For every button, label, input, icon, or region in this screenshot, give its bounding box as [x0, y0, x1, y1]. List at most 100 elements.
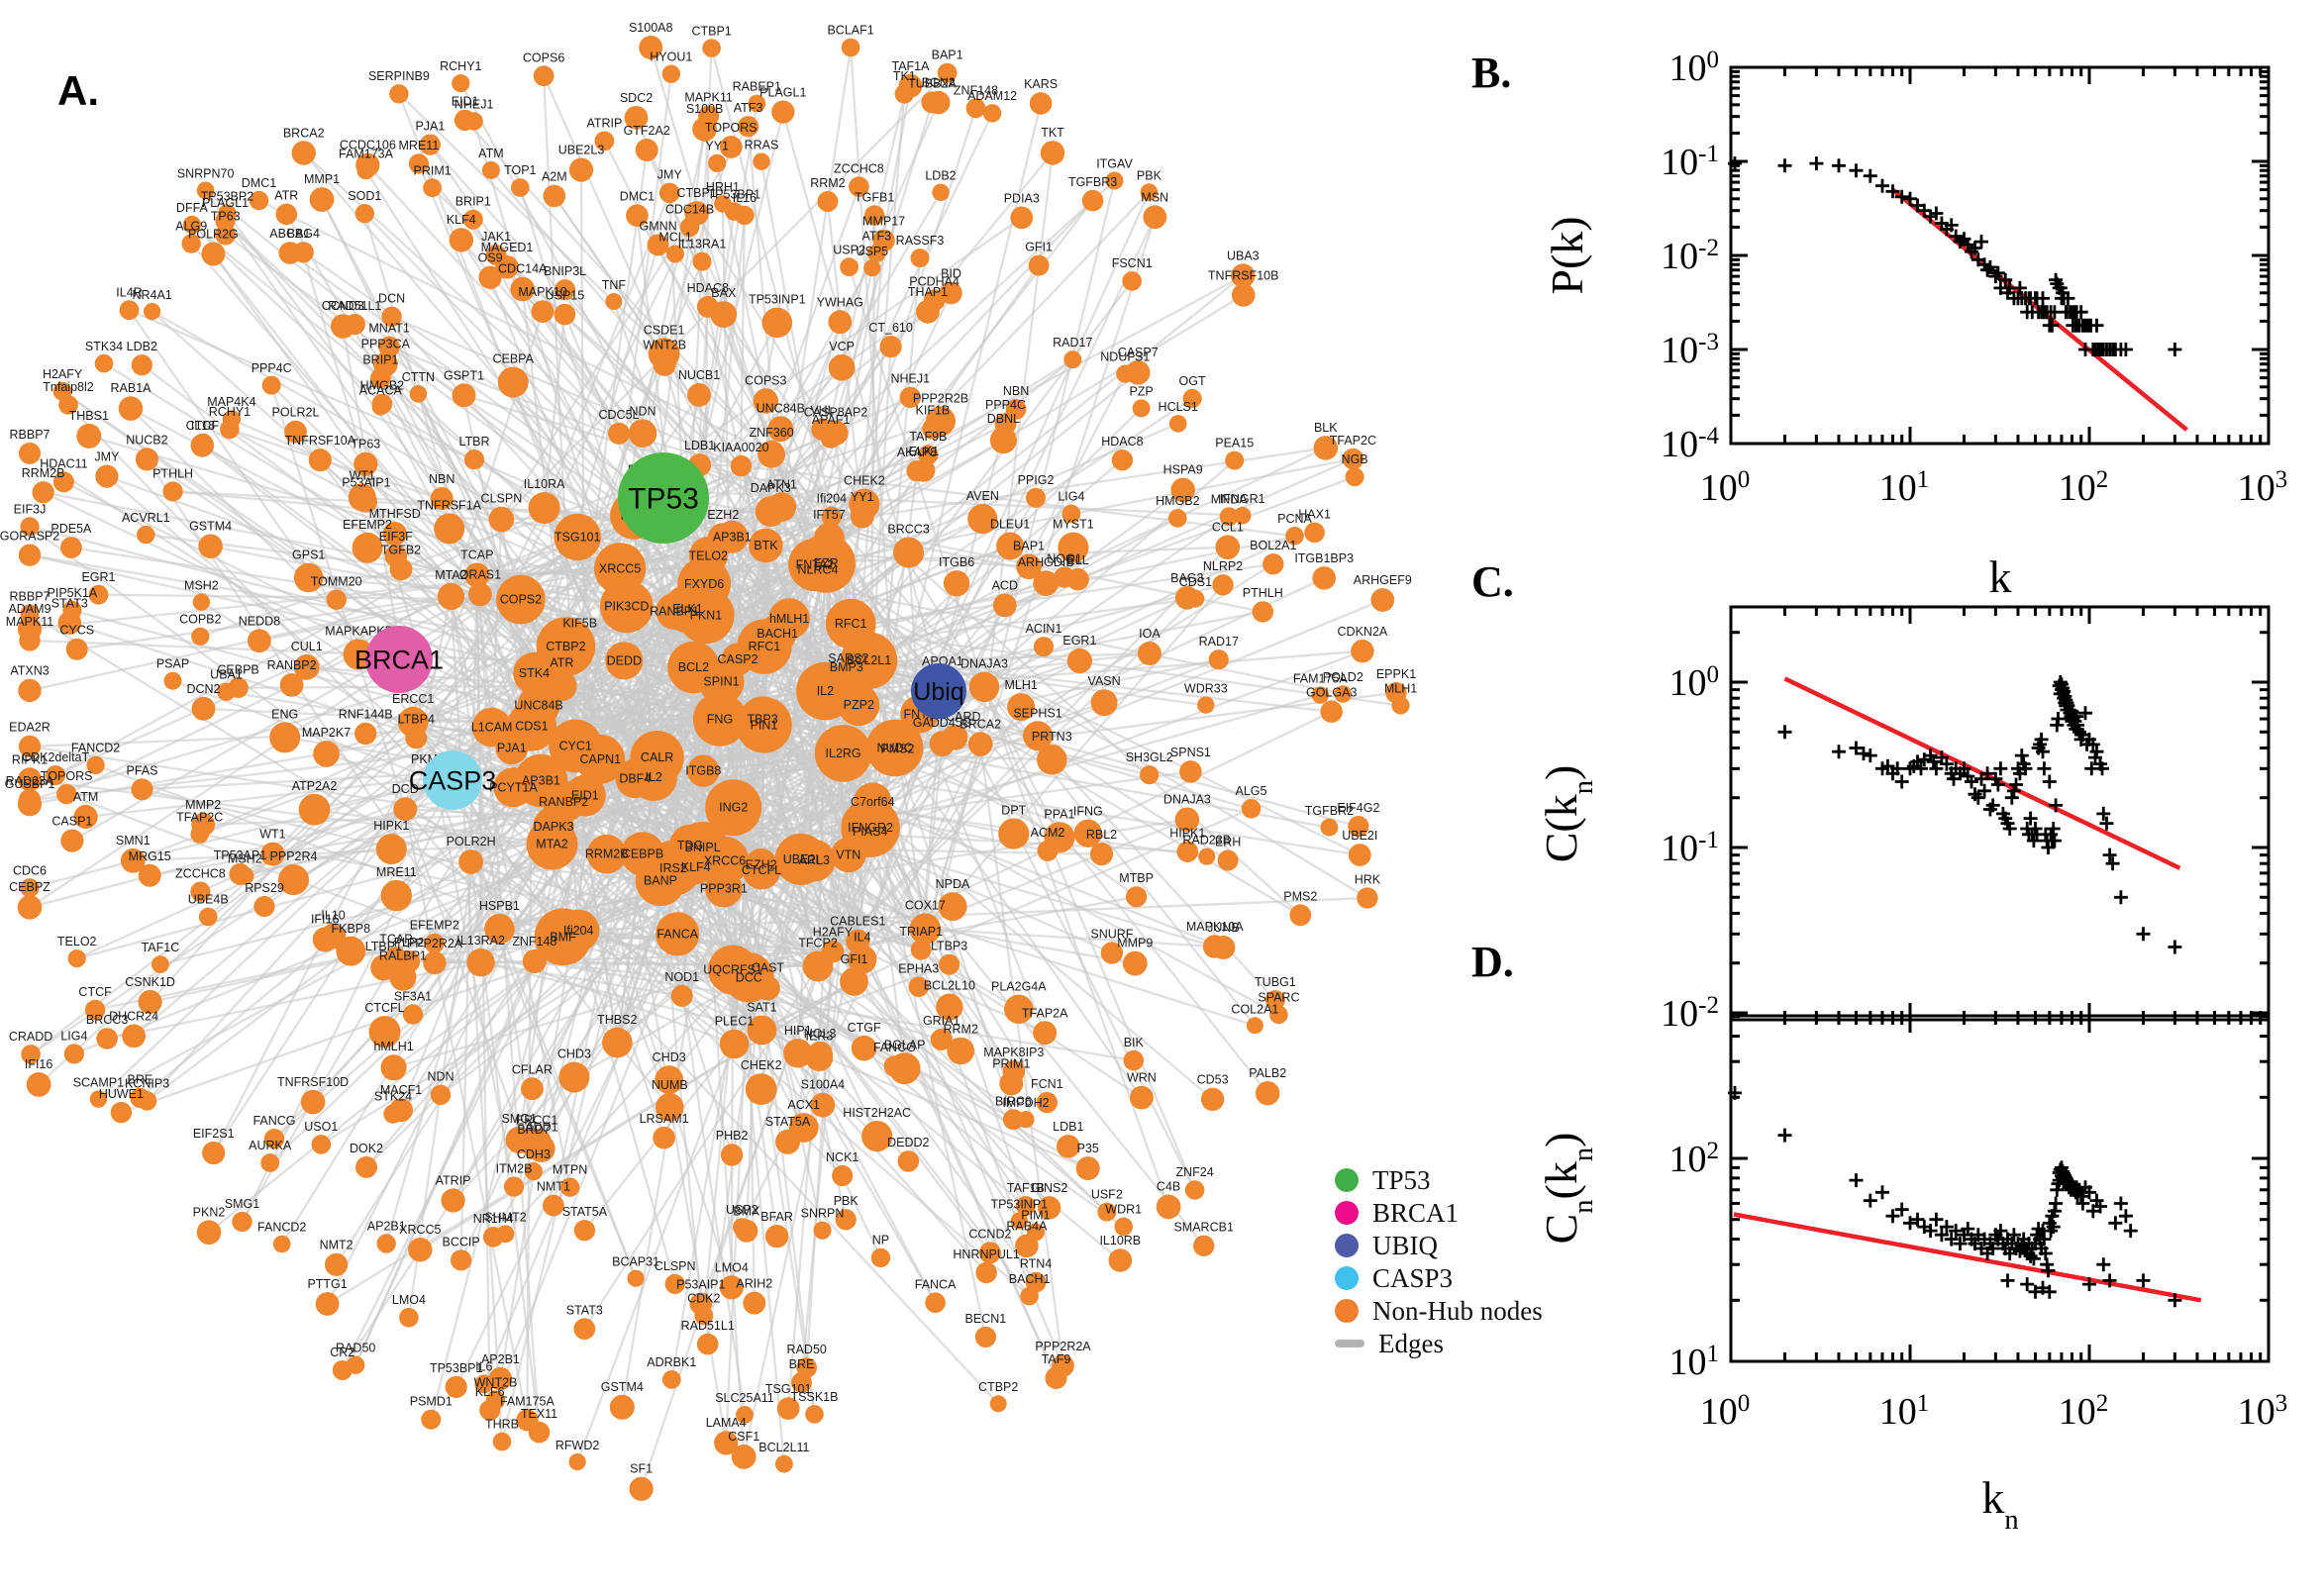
- svg-text:BANP: BANP: [644, 874, 677, 888]
- svg-text:H2AFY: H2AFY: [813, 926, 854, 940]
- svg-text:CD53: CD53: [1197, 1073, 1229, 1087]
- svg-text:ACVRL1: ACVRL1: [122, 511, 170, 525]
- svg-text:PMS2: PMS2: [1283, 889, 1317, 903]
- network-node-labels: TCAP Ifi204 H2AFY ZCCHC8 CDS1 hMLH1 BAP1 CTCFL W…: [0, 21, 1417, 1476]
- svg-text:VCP: VCP: [829, 340, 855, 353]
- svg-text:IL18: IL18: [191, 419, 215, 433]
- svg-text:PMS2: PMS2: [880, 743, 914, 756]
- svg-text:BCAP31: BCAP31: [612, 1255, 659, 1269]
- svg-text:RAD51L1: RAD51L1: [328, 299, 381, 313]
- svg-text:hMLH1: hMLH1: [769, 612, 809, 626]
- svg-text:PCDHA4: PCDHA4: [909, 274, 960, 288]
- panel-label-c: C.: [1471, 557, 1514, 606]
- svg-text:LRSAM1: LRSAM1: [640, 1112, 689, 1126]
- svg-text:MAPK10A: MAPK10A: [1186, 920, 1244, 934]
- svg-text:TGFB2: TGFB2: [381, 544, 421, 557]
- svg-text:CTCF: CTCF: [78, 985, 112, 999]
- tick-labels: 102 101 100 101 102 103: [1669, 1138, 2288, 1434]
- svg-text:PDE5A: PDE5A: [50, 522, 92, 536]
- svg-text:BOL2A1: BOL2A1: [1250, 539, 1296, 552]
- svg-text:CTBP1: CTBP1: [676, 186, 716, 200]
- svg-text:PRIM1: PRIM1: [413, 163, 451, 177]
- svg-text:VASN: VASN: [1088, 674, 1121, 688]
- svg-text:CASP8AP2: CASP8AP2: [804, 406, 868, 420]
- svg-text:TSG101: TSG101: [765, 1382, 812, 1396]
- scatter-points: [1728, 156, 2182, 356]
- svg-text:NP: NP: [872, 1234, 889, 1247]
- svg-text:TAF1C: TAF1C: [142, 941, 180, 954]
- svg-text:NUMB: NUMB: [652, 1078, 688, 1092]
- svg-text:PFAS: PFAS: [127, 763, 158, 777]
- svg-text:BCL2: BCL2: [678, 660, 709, 674]
- svg-text:BACH1: BACH1: [757, 627, 798, 641]
- svg-text:CSF1: CSF1: [728, 1430, 759, 1444]
- svg-text:NUCB2: NUCB2: [126, 433, 167, 447]
- svg-text:HRK: HRK: [1355, 872, 1381, 886]
- svg-text:RABEP1: RABEP1: [733, 80, 781, 94]
- svg-text:CABLES1: CABLES1: [830, 915, 885, 929]
- svg-text:GADD45G: GADD45G: [913, 716, 972, 730]
- svg-text:USP15: USP15: [546, 289, 585, 303]
- svg-text:NUDC: NUDC: [877, 742, 913, 755]
- tick-label: 100: [1669, 47, 1720, 90]
- svg-text:MAPK11: MAPK11: [684, 91, 732, 105]
- svg-text:ORAS1: ORAS1: [459, 568, 501, 582]
- svg-text:LDB2: LDB2: [925, 169, 956, 183]
- svg-text:ATP2A2: ATP2A2: [292, 779, 338, 793]
- svg-text:LAMA4: LAMA4: [706, 1416, 747, 1430]
- svg-text:POLD2: POLD2: [1323, 670, 1364, 684]
- svg-text:HDAC11: HDAC11: [40, 456, 87, 470]
- svg-text:BRIP1: BRIP1: [455, 195, 491, 209]
- svg-text:AP3B1: AP3B1: [522, 774, 560, 788]
- svg-text:SLC25A11: SLC25A11: [715, 1391, 774, 1405]
- svg-text:LDB1: LDB1: [1053, 1120, 1083, 1134]
- svg-text:PCNA: PCNA: [1277, 512, 1312, 526]
- legend-label: UBIQ: [1372, 1230, 1438, 1260]
- svg-text:DCC: DCC: [736, 970, 762, 984]
- svg-text:GSPT1: GSPT1: [444, 368, 484, 382]
- svg-text:WDR33: WDR33: [1184, 682, 1228, 696]
- scatter-points: [1728, 1085, 2182, 1308]
- svg-text:COPB2: COPB2: [179, 613, 221, 627]
- svg-text:TAF9: TAF9: [1042, 1352, 1071, 1366]
- svg-text:ITGB8: ITGB8: [685, 764, 721, 778]
- svg-text:SOD1: SOD1: [348, 189, 381, 203]
- svg-text:SPARC: SPARC: [1258, 991, 1299, 1005]
- svg-text:ACM2: ACM2: [1031, 826, 1065, 840]
- svg-text:THBS1: THBS1: [69, 409, 109, 423]
- svg-text:PLP2: PLP2: [394, 936, 425, 949]
- svg-text:IL13RA2: IL13RA2: [456, 934, 505, 948]
- svg-text:BRE: BRE: [128, 1073, 153, 1087]
- svg-text:FSCN1: FSCN1: [1112, 256, 1153, 270]
- svg-text:RANBP1: RANBP1: [650, 604, 699, 618]
- svg-text:LDB1: LDB1: [684, 439, 715, 452]
- svg-text:HSPA9: HSPA9: [1163, 463, 1203, 477]
- svg-text:H2AFY: H2AFY: [43, 367, 83, 381]
- svg-text:PIP5K1A: PIP5K1A: [48, 586, 98, 600]
- svg-text:CUL1: CUL1: [291, 640, 323, 653]
- svg-text:ZNF148: ZNF148: [512, 935, 556, 948]
- svg-text:YWHAG: YWHAG: [817, 295, 863, 309]
- tick-label: 102: [1669, 1138, 1720, 1181]
- svg-text:ATRIP: ATRIP: [436, 1173, 471, 1187]
- svg-text:AP3B1: AP3B1: [713, 530, 752, 544]
- svg-text:SHMT2: SHMT2: [484, 1210, 526, 1224]
- svg-text:EZH2: EZH2: [707, 508, 739, 522]
- svg-text:GSTM4: GSTM4: [189, 520, 232, 534]
- scatter-points: [1777, 675, 2182, 954]
- svg-text:IOA: IOA: [1139, 627, 1161, 641]
- svg-text:SARS2: SARS2: [828, 651, 868, 665]
- svg-text:CEBPB: CEBPB: [622, 847, 663, 860]
- svg-text:ATF3: ATF3: [734, 101, 763, 115]
- svg-text:GPS1: GPS1: [292, 549, 325, 562]
- svg-text:FANCD2: FANCD2: [257, 1221, 306, 1235]
- svg-text:THRB: THRB: [485, 1418, 519, 1432]
- svg-text:WDR1: WDR1: [1105, 1203, 1142, 1217]
- svg-text:JMY: JMY: [657, 168, 683, 182]
- svg-text:PPP4C: PPP4C: [252, 361, 292, 375]
- svg-text:HUWE1: HUWE1: [99, 1087, 144, 1101]
- svg-text:PCYT1A: PCYT1A: [489, 780, 538, 794]
- svg-text:PLEC1: PLEC1: [715, 1015, 755, 1029]
- svg-text:JUNB: JUNB: [1207, 921, 1240, 935]
